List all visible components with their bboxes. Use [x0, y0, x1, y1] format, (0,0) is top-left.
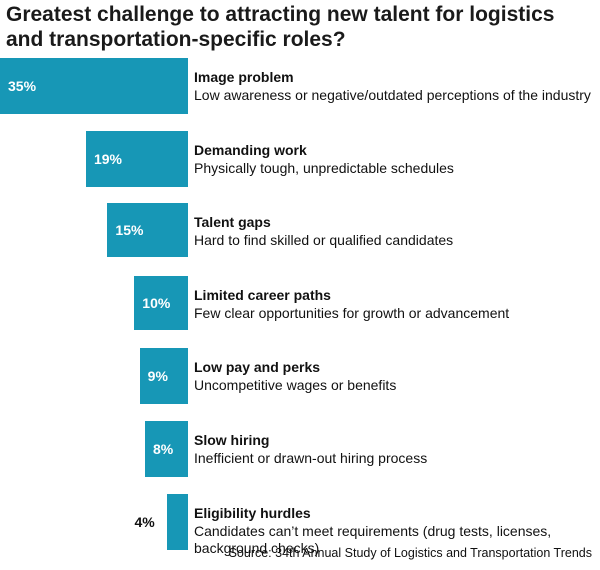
bar-value-label: 4% [134, 513, 155, 530]
bar-value-label: 8% [153, 441, 174, 457]
bar [85, 130, 188, 187]
bar [139, 348, 188, 405]
category-description: Hard to find skilled or qualified candid… [194, 232, 454, 249]
chart-title: Greatest challenge to attracting new tal… [6, 3, 555, 51]
bar [107, 203, 188, 258]
category-description: Uncompetitive wages or benefits [194, 377, 397, 394]
category-description: Physically tough, unpredictable schedule… [194, 159, 454, 176]
bar-value-label: 19% [93, 150, 122, 167]
bar [145, 421, 188, 477]
category-label: Talent gaps [194, 214, 271, 231]
bar-value-label: 15% [115, 222, 144, 239]
bar-value-label: 9% [147, 368, 168, 385]
category-description: Low awareness or negative/outdated perce… [194, 87, 591, 103]
bar [134, 275, 188, 330]
category-label: Slow hiring [194, 432, 270, 448]
category-label: Limited career paths [194, 286, 331, 303]
chart-source: Source: 34th Annual Study of Logistics a… [228, 546, 592, 560]
bar [166, 493, 188, 550]
category-label: Low pay and perks [194, 359, 321, 376]
bar [0, 58, 188, 114]
category-label: Eligibility hurdles [194, 504, 311, 521]
category-label: Image problem [194, 69, 294, 85]
category-label: Demanding work [194, 141, 307, 158]
bar-value-label: 35% [8, 78, 37, 94]
bar-value-label: 10% [142, 294, 171, 311]
category-description: Inefficient or drawn-out hiring process [194, 450, 428, 466]
category-description: Few clear opportunities for growth or ad… [194, 304, 510, 321]
category-description: Candidates can’t meet requirements (drug… [194, 522, 552, 556]
